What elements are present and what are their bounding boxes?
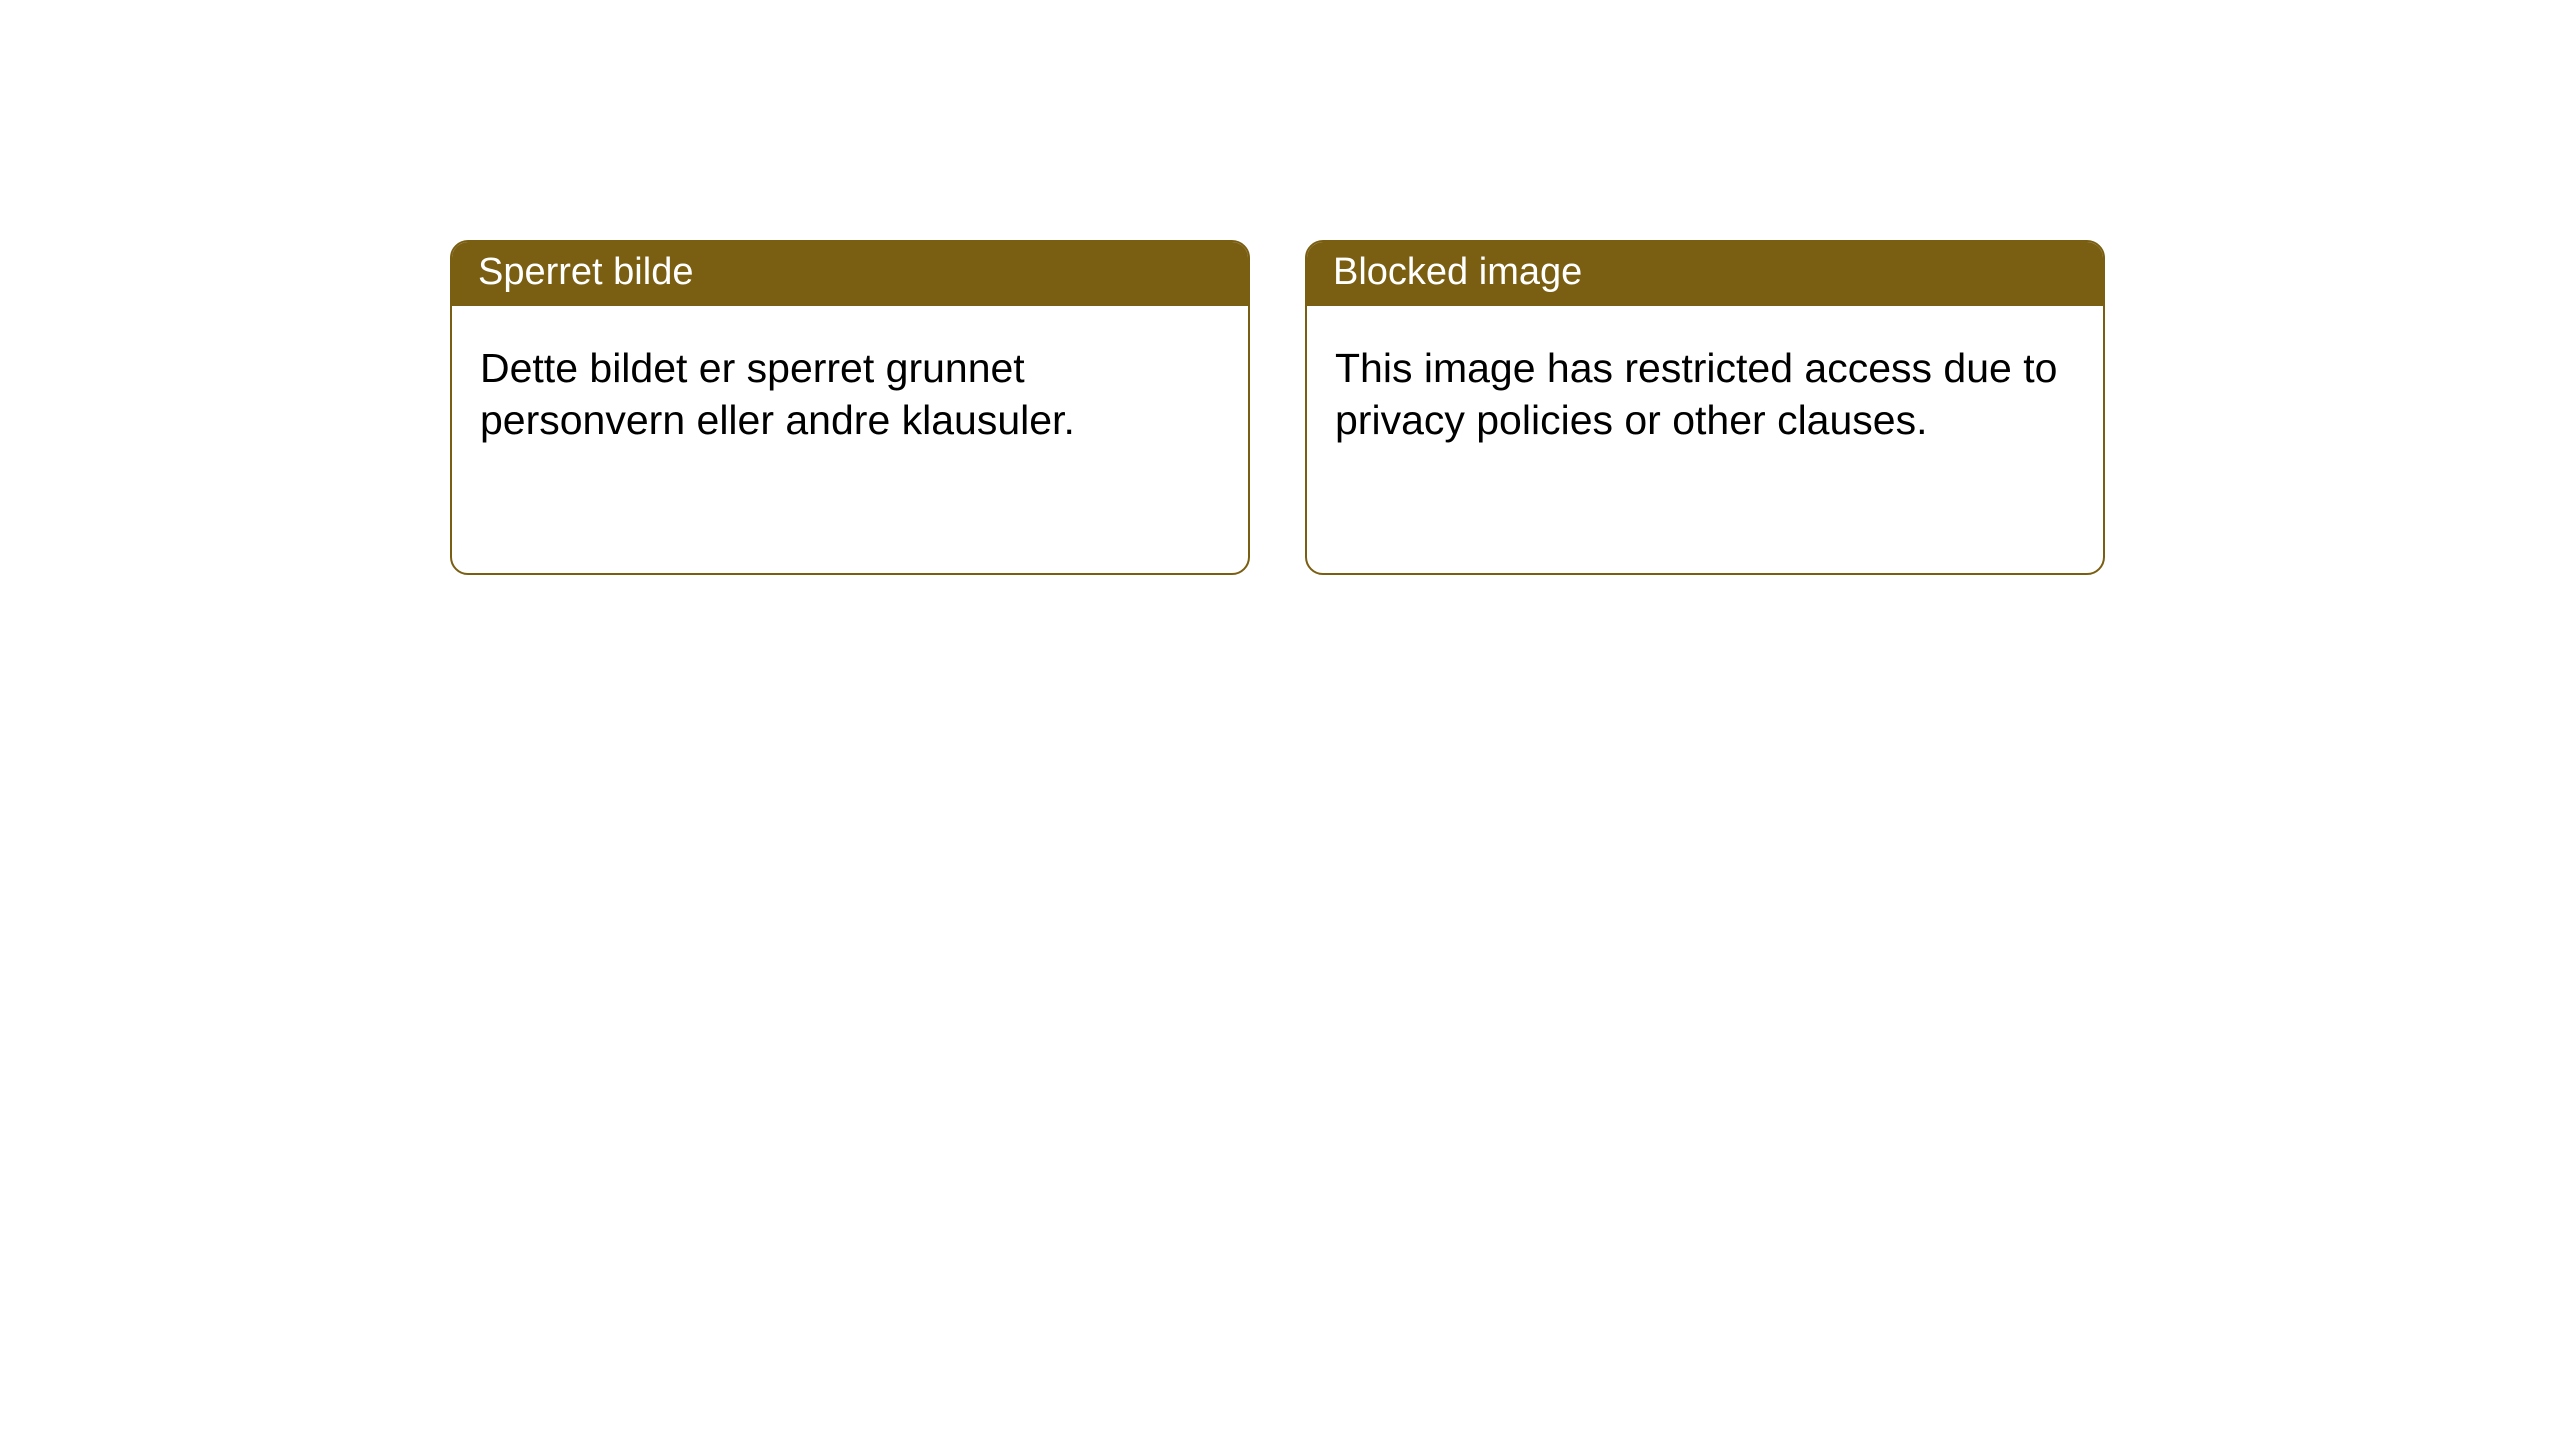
notice-header: Sperret bilde [452,242,1248,306]
notice-body: Dette bildet er sperret grunnet personve… [452,306,1248,483]
notice-card-norwegian: Sperret bilde Dette bildet er sperret gr… [450,240,1250,575]
notice-cards-container: Sperret bilde Dette bildet er sperret gr… [450,240,2560,575]
notice-card-english: Blocked image This image has restricted … [1305,240,2105,575]
notice-header: Blocked image [1307,242,2103,306]
notice-body: This image has restricted access due to … [1307,306,2103,483]
